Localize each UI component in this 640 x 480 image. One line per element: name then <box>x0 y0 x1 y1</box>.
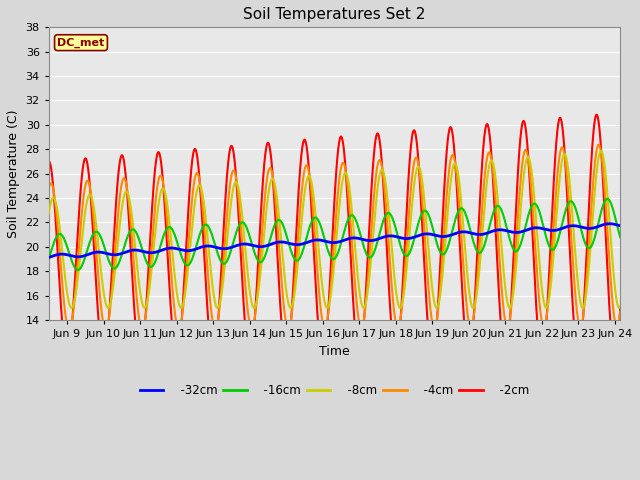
Legend:   -32cm,   -16cm,   -8cm,   -4cm,   -2cm: -32cm, -16cm, -8cm, -4cm, -2cm <box>135 380 534 402</box>
Title: Soil Temperatures Set 2: Soil Temperatures Set 2 <box>243 7 426 22</box>
Y-axis label: Soil Temperature (C): Soil Temperature (C) <box>7 109 20 238</box>
X-axis label: Time: Time <box>319 345 350 358</box>
Text: DC_met: DC_met <box>58 37 104 48</box>
